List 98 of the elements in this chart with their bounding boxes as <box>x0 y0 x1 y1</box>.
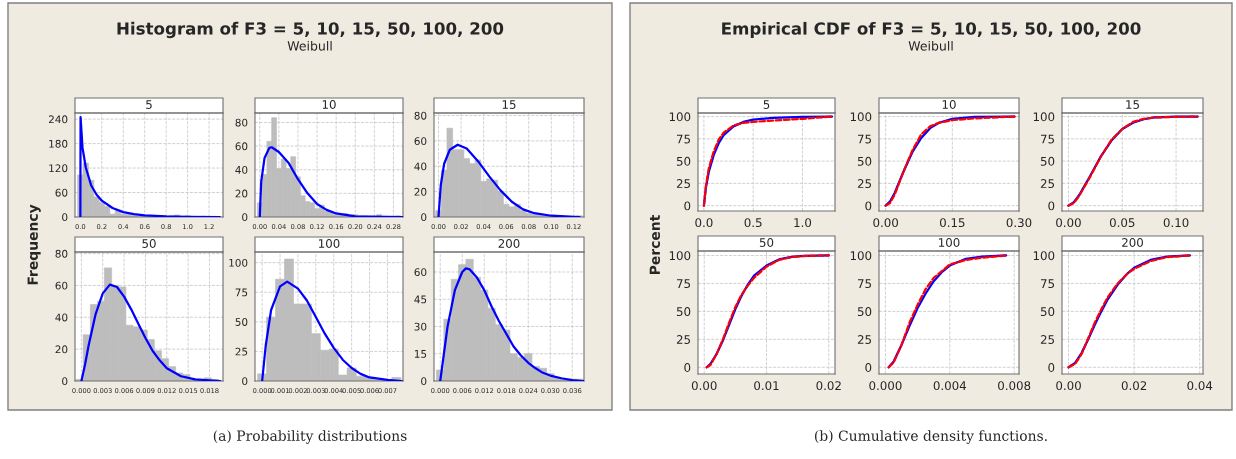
chart-title: 15 <box>502 100 516 109</box>
y-tick-label: 80 <box>55 249 68 258</box>
y-tick-label: 0 <box>684 363 691 372</box>
y-tick-label: 80 <box>235 118 248 127</box>
y-tick-label: 0 <box>865 201 872 211</box>
y-tick-label: 100 <box>1033 251 1055 261</box>
x-tick-label: 0.15 <box>939 218 965 228</box>
x-tick-label: 0.10 <box>1163 218 1189 228</box>
chart-title: 15 <box>1126 100 1139 109</box>
x-tick-label: 1.0 <box>794 218 812 228</box>
y-tick-label: 40 <box>414 162 427 171</box>
y-tick-label: 80 <box>414 111 427 120</box>
chart-title: 50 <box>759 238 774 247</box>
x-tick-label: 0.05 <box>1109 218 1135 228</box>
x-tick-label: 0.00 <box>1056 218 1081 228</box>
x-tick-label: 0.30 <box>1006 218 1032 228</box>
y-tick-label: 75 <box>677 279 691 289</box>
y-tick-label: 40 <box>55 313 68 322</box>
y-tick-label: 240 <box>48 115 68 124</box>
chart-title: 5 <box>146 100 152 109</box>
text: (a) Probability distributions <box>213 430 407 444</box>
chart-title: 200 <box>1122 238 1143 247</box>
chart-title: 10 <box>942 100 956 109</box>
y-tick-label: 75 <box>677 134 691 144</box>
y-tick-label: 0 <box>684 201 691 211</box>
y-tick-label: 30 <box>414 322 427 331</box>
x-tick-label: 0.00 <box>1056 381 1081 391</box>
x-tick-label: 0.00 <box>873 218 899 228</box>
y-tick-label: 0 <box>242 377 248 386</box>
y-tick-label: 20 <box>414 187 427 196</box>
x-tick-label: 0.04 <box>1187 381 1213 391</box>
x-tick-label: 0.008 <box>998 381 1031 391</box>
x-tick-label: 0.01 <box>754 381 779 391</box>
y-tick-label: 50 <box>676 156 691 166</box>
y-tick-label: 75 <box>1041 134 1055 144</box>
chart-title: 100 <box>319 239 340 248</box>
y-tick-label: 180 <box>49 139 68 148</box>
x-tick-label: 0.000 <box>869 381 902 391</box>
chart-title: 100 <box>939 238 960 247</box>
y-tick-label: 75 <box>858 279 872 289</box>
y-tick-label: 60 <box>414 137 427 146</box>
y-tick-label: 75 <box>858 134 872 144</box>
text: Empirical CDF of F3 = 5, 10, 15, 50, 100, 200 <box>722 21 1141 39</box>
y-tick-label: 120 <box>49 164 68 173</box>
x-tick-label: 0.00 <box>691 381 717 391</box>
text: Histogram of F3 = 5, 10, 15, 50, 100, 200 <box>117 21 504 39</box>
y-tick-label: 50 <box>1040 156 1055 166</box>
y-tick-label: 0 <box>242 213 248 222</box>
y-tick-label: 60 <box>414 268 427 277</box>
y-tick-label: 0 <box>62 213 68 222</box>
chart-title: 10 <box>322 100 336 109</box>
y-tick-label: 45 <box>414 295 427 304</box>
y-tick-label: 50 <box>676 307 691 317</box>
y-tick-label: 20 <box>55 345 68 354</box>
y-tick-label: 100 <box>850 251 872 261</box>
x-tick-label: 0.02 <box>1121 381 1147 391</box>
chart-title: 200 <box>498 239 520 248</box>
text: Weibull <box>908 40 953 51</box>
y-tick-label: 75 <box>235 288 248 297</box>
x-tick-label: 0.0 <box>695 218 713 228</box>
y-tick-label: 50 <box>235 318 248 326</box>
y-tick-label: 50 <box>857 307 872 317</box>
y-axis-title: Percent <box>649 215 661 275</box>
y-axis-title: Frequency <box>27 204 41 285</box>
y-tick-label: 25 <box>676 335 691 344</box>
y-tick-label: 75 <box>1041 279 1055 289</box>
y-tick-label: 0 <box>1048 201 1055 211</box>
y-tick-label: 25 <box>857 335 872 344</box>
y-tick-label: 50 <box>1040 307 1055 317</box>
y-tick-label: 25 <box>1040 179 1055 189</box>
y-tick-label: 100 <box>669 112 691 122</box>
y-tick-label: 100 <box>669 251 691 261</box>
y-tick-label: 25 <box>235 347 248 356</box>
y-tick-label: 0 <box>421 213 427 222</box>
x-tick-label: 0.5 <box>744 218 762 228</box>
y-tick-label: 15 <box>414 350 427 358</box>
y-tick-label: 20 <box>235 189 248 198</box>
y-tick-label: 0 <box>62 377 68 386</box>
chart-title: 5 <box>763 100 770 109</box>
y-tick-label: 60 <box>235 142 248 151</box>
y-tick-label: 60 <box>55 188 68 197</box>
y-tick-label: 50 <box>857 156 872 166</box>
y-tick-label: 25 <box>1040 335 1055 344</box>
y-tick-label: 0 <box>865 363 872 372</box>
text: Weibull <box>287 40 332 51</box>
chart-title: 50 <box>142 239 156 248</box>
x-tick-label: 0.004 <box>933 381 967 391</box>
y-tick-label: 100 <box>850 112 872 122</box>
y-tick-label: 0 <box>1048 363 1055 372</box>
y-tick-label: 25 <box>676 179 691 189</box>
y-tick-label: 40 <box>235 165 248 174</box>
y-tick-label: 0 <box>421 377 427 386</box>
x-tick-label: 0.02 <box>816 381 841 391</box>
text: (b) Cumulative density functions. <box>814 430 1047 444</box>
y-tick-label: 100 <box>229 258 248 267</box>
y-tick-label: 100 <box>1033 112 1055 122</box>
y-tick-label: 60 <box>55 281 68 290</box>
y-tick-label: 25 <box>857 179 872 189</box>
